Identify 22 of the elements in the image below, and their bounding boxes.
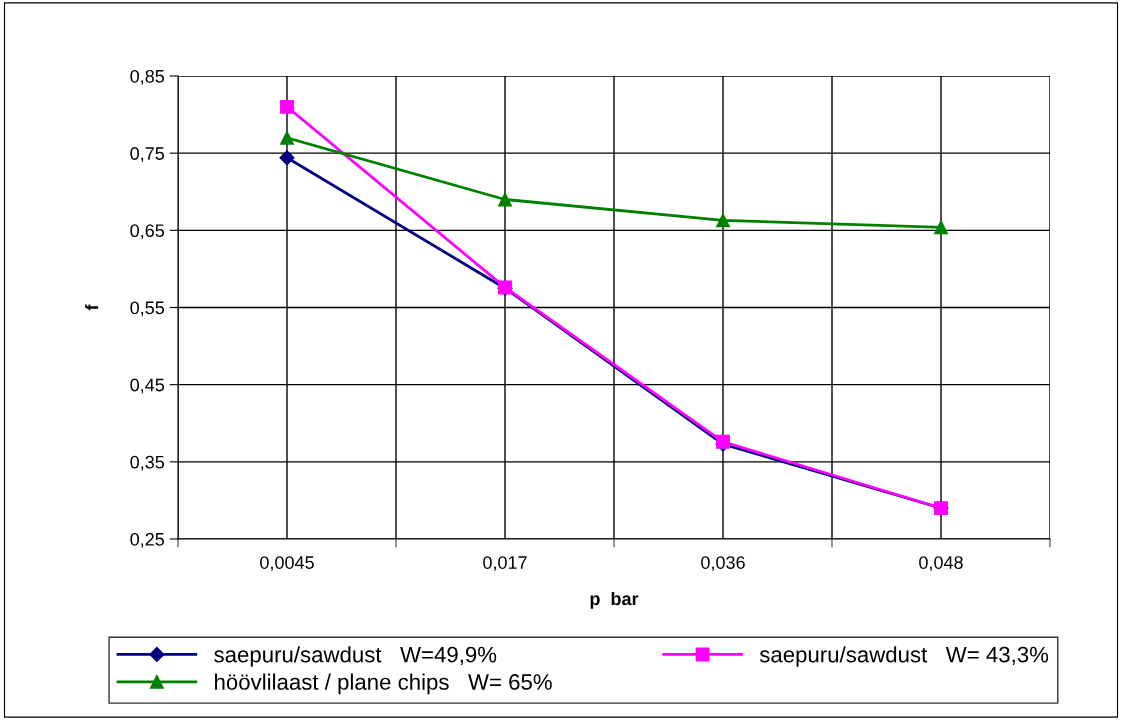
y-tick-label: 0,35 [130,455,165,471]
x-tick-label: 0,048 [919,556,963,572]
x-axis-title: p bar [590,591,639,609]
y-tick-label: 0,65 [130,224,165,240]
point [498,192,512,207]
y-tick-label: 0,55 [130,301,165,317]
legend-label: höövlilaast / plane chips W= 65% [215,673,552,695]
y-tick-label: 0,45 [130,378,165,394]
x-tick-label: 0,036 [701,556,745,572]
point [716,213,730,228]
x-tick-label: 0,0045 [260,556,314,572]
point [934,220,948,235]
point [280,99,294,114]
y-tick-label: 0,75 [130,147,165,163]
y-tick-label: 0,25 [130,532,165,548]
x-tick-label: 0,017 [483,556,527,572]
legend-label: saepuru/sawdust W=49,9% [214,646,497,667]
y-tick-label: 0,85 [130,69,165,85]
point [280,130,294,145]
y-axis-title: f [85,304,99,311]
point [279,150,295,166]
legend-label: saepuru/sawdust W= 43,3% [759,646,1049,667]
